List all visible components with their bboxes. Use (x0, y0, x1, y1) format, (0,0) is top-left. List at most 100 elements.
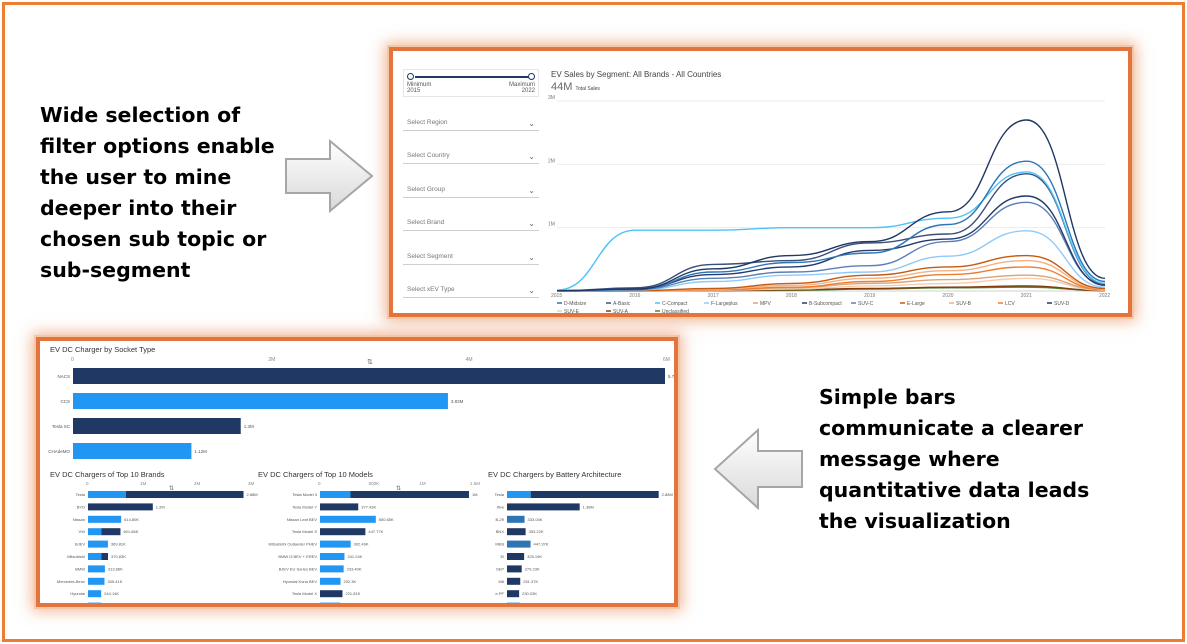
bar-segment (320, 503, 359, 511)
small-chart-title: EV DC Chargers of Top 10 Brands (50, 470, 165, 479)
y-tick-label: 2M (548, 158, 555, 164)
bar-value-label: 202.3K (343, 579, 356, 584)
bar-segment (507, 540, 531, 548)
range-max-handle[interactable] (528, 73, 535, 80)
total-label: Total Sales (575, 86, 600, 92)
filter-selects: Select Region ⌄ Select Country ⌄ Select Grou… (403, 117, 539, 298)
bar-segment (88, 503, 153, 511)
bar-value-label: 221.81K (345, 591, 360, 596)
chevron-down-icon: ⌄ (528, 152, 535, 161)
filter-select-label: Select xEV Type (407, 286, 455, 293)
bar-segment (320, 528, 366, 536)
filter-select[interactable]: Select xEV Type ⌄ (403, 284, 539, 298)
sales-line-chart: 1M 2M 3M 2015 2016 2017 2018 2019 2020 2021 2022 D-… (548, 95, 1110, 313)
range-min-label: Minimum 2015 (407, 82, 431, 94)
category-label: Mitsubishi (67, 554, 85, 559)
filter-select[interactable]: Select Group ⌄ (403, 184, 539, 198)
category-label: CCS (60, 399, 70, 404)
filter-select[interactable]: Select Region ⌄ (403, 117, 539, 131)
small-chart-title: EV DC Chargers by Battery Architecture (488, 470, 621, 479)
x-tick-label: 2019 (864, 293, 875, 299)
series-line (556, 119, 1106, 292)
year-range-slider[interactable]: Minimum 2015 Maximum 2022 (403, 69, 539, 97)
category-label: Tesla SC (52, 424, 71, 429)
category-label: Ifive (497, 504, 505, 509)
category-label: SEP (496, 566, 504, 571)
x-tick-label: 2021 (1021, 293, 1032, 299)
bar-segment (101, 553, 108, 560)
bar (73, 368, 665, 384)
series-line (556, 171, 1106, 291)
range-max-label: Maximum 2022 (509, 82, 535, 94)
bar (73, 393, 448, 409)
x-tick-label: 0 (71, 357, 74, 363)
bar-value-label: 353.22K (529, 529, 544, 534)
series-line (556, 195, 1106, 292)
legend-item: SUV-B (956, 301, 972, 307)
legend-item: A-Basic (613, 301, 631, 307)
bar-value-label: 1.38M (583, 504, 594, 509)
x-tick-label: 4M (466, 357, 473, 363)
category-label: BJEV EU Series BEV (279, 566, 318, 571)
series-line (556, 254, 1106, 292)
bar-segment (507, 565, 522, 573)
category-label: Hyundai Kona BEV (283, 579, 318, 584)
category-label: Mercedes-Benz (57, 579, 85, 584)
filter-select[interactable]: Select Segment ⌄ (403, 251, 539, 265)
filter-select-label: Select Country (407, 152, 450, 159)
filter-select[interactable]: Select Brand ⌄ (403, 217, 539, 231)
category-label: BYD (77, 504, 85, 509)
callout-bars: Simple bars communicate a clearer messag… (819, 385, 1090, 533)
bar-value-label: 305.41K (107, 579, 122, 584)
category-label: BMW (75, 566, 85, 571)
charger-dashboard-panel: EV DC Charger by Socket Type 0 2M 4M 6M ⇅ NACS… (36, 337, 678, 607)
bar-value-label: 3.83M (451, 399, 464, 404)
bar-segment (88, 540, 108, 548)
filter-select-label: Select Brand (407, 219, 445, 226)
x-tick-label: 2018 (786, 293, 797, 299)
category-label: Tesla Model Y (292, 504, 317, 509)
bar-value-label: 251.37K (523, 579, 538, 584)
legend-item: E-Large (907, 301, 925, 307)
bar-value-label: 230.03K (522, 591, 537, 596)
chevron-down-icon: ⌄ (528, 118, 535, 128)
bar-value-label: 1.12M (194, 449, 207, 454)
category-label: Tesla Model 3 (292, 492, 317, 497)
bar-value-label: 369.81K (111, 542, 126, 547)
category-label: Mitsubishi Outlander PHEV (269, 542, 318, 547)
series-line (556, 230, 1106, 292)
bar-value-label: 244.14K (104, 591, 119, 596)
bar-value-label: 2.88M (247, 492, 258, 497)
x-tick-label: 1M (419, 481, 426, 486)
bar-value-label: 233.40K (347, 566, 362, 571)
bar-segment (320, 491, 351, 498)
chevron-down-icon: ⌄ (528, 286, 535, 295)
category-label: Ei (500, 554, 504, 559)
x-tick-label: 1.5M (470, 481, 480, 486)
category-label: VW (79, 529, 86, 534)
bar-segment (320, 515, 376, 523)
bar-segment (101, 528, 121, 536)
bar-segment (320, 590, 343, 598)
bar-value-label: 313.86K (108, 566, 123, 571)
bar-segment (88, 491, 126, 498)
series-line (556, 173, 1106, 292)
range-min-handle[interactable] (407, 73, 414, 80)
filter-select[interactable]: Select Country ⌄ (403, 150, 539, 164)
category-label: BJEV (75, 542, 85, 547)
bar-segment (507, 503, 580, 511)
category-label: NACS (57, 374, 70, 379)
arrow-right-icon (285, 138, 374, 214)
small-chart-title: EV DC Chargers of Top 10 Models (258, 470, 373, 479)
bar-segment (507, 553, 525, 560)
bar-segment (507, 590, 520, 598)
bar (73, 443, 192, 459)
category-label: M8 (498, 579, 504, 584)
legend-item: MPV (760, 301, 772, 307)
category-label: Tesla (76, 492, 86, 497)
category-label: e-PF (495, 591, 504, 596)
filter-column: Minimum 2015 Maximum 2022 Select Region ⌄ Se… (403, 69, 539, 298)
bar-value-label: 241.24K (347, 554, 362, 559)
x-tick-label: 500K (369, 481, 380, 486)
